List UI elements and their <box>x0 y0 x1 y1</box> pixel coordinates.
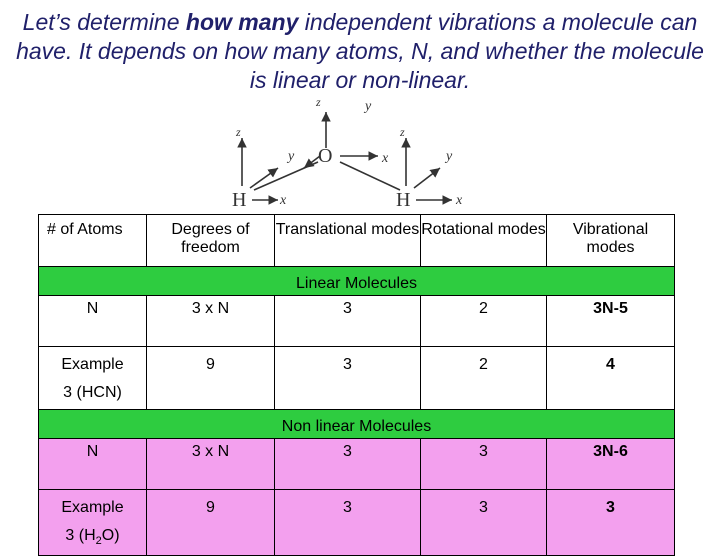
o-axis-y: y <box>363 99 372 114</box>
nonlinear-atoms: N <box>38 438 147 490</box>
linear-rotational: 2 <box>420 295 547 347</box>
o-axis-z: z <box>315 98 321 109</box>
linear-example-translational: 3 <box>274 346 421 410</box>
nonlinear-example-vibrational: 3 <box>546 488 675 556</box>
nonlinear-degrees: 3 x N <box>146 438 275 490</box>
nonlinear-example-molecule: 3 (H2O) <box>39 522 146 555</box>
header-atoms: # of Atoms <box>38 214 147 267</box>
linear-example-molecule: 3 (HCN) <box>63 384 122 401</box>
table-header-row: # of Atoms Degrees of freedom Translatio… <box>38 214 675 267</box>
title-emphasis: how many <box>185 9 299 35</box>
hl-axis-x: x <box>279 193 287 208</box>
slide-title: Let’s determine how many independent vib… <box>10 8 710 95</box>
nonlinear-example-degrees: 9 <box>146 488 275 556</box>
nonlinear-section-row: Non linear Molecules <box>38 409 675 439</box>
nonlinear-example-post: O) <box>101 527 120 544</box>
table-row: N 3 x N 3 3 3N-6 <box>38 438 675 490</box>
header-translational: Translational modes <box>274 214 421 267</box>
header-degrees: Degrees of freedom <box>146 214 275 267</box>
header-vibrational: Vibrational modes <box>546 214 675 267</box>
nonlinear-rotational: 3 <box>420 438 547 490</box>
linear-example-vibrational: 4 <box>546 346 675 410</box>
linear-vibrational: 3N-5 <box>546 295 675 347</box>
linear-example-cell: Example 3 (HCN) <box>38 346 147 410</box>
linear-degrees: 3 x N <box>146 295 275 347</box>
nonlinear-translational: 3 <box>274 438 421 490</box>
linear-example-degrees: 9 <box>146 346 275 410</box>
nonlinear-vibrational: 3N-6 <box>546 438 675 490</box>
table-row: Example 3 (H2O) 9 3 3 3 <box>38 488 675 556</box>
hl-axis-z: z <box>235 125 241 139</box>
table-row: N 3 x N 3 2 3N-5 <box>38 295 675 347</box>
oh-axis-y: y <box>286 149 295 164</box>
nonlinear-section-label: Non linear Molecules <box>38 409 675 439</box>
nonlinear-example-pre: 3 (H <box>65 527 96 544</box>
hr-axis-y: y <box>444 149 453 164</box>
hr-axis-z: z <box>399 125 405 139</box>
nonlinear-example-rotational: 3 <box>420 488 547 556</box>
atom-h-right-label: H <box>396 189 410 211</box>
atom-o-label: O <box>318 145 332 167</box>
water-molecule-diagram: O H H y x z y z x z y x <box>232 98 463 211</box>
linear-section-label: Linear Molecules <box>38 266 675 296</box>
atom-h-left-label: H <box>232 189 246 211</box>
linear-atoms: N <box>38 295 147 347</box>
degrees-of-freedom-table: # of Atoms Degrees of freedom Translatio… <box>38 214 675 556</box>
table-row: Example 3 (HCN) 9 3 2 4 <box>38 346 675 410</box>
header-rotational: Rotational modes <box>420 214 547 267</box>
linear-translational: 3 <box>274 295 421 347</box>
nonlinear-example-cell: Example 3 (H2O) <box>38 488 147 556</box>
o-axis-x: x <box>381 151 389 166</box>
nonlinear-example-label: Example <box>61 499 124 516</box>
linear-section-row: Linear Molecules <box>38 266 675 296</box>
nonlinear-example-translational: 3 <box>274 488 421 556</box>
hr-axis-x: x <box>455 193 463 208</box>
title-text-1: Let’s determine <box>22 9 186 35</box>
linear-example-label: Example <box>61 356 124 373</box>
title-text-2: independent vibrations a molecule can ha… <box>16 9 704 93</box>
linear-example-rotational: 2 <box>420 346 547 410</box>
